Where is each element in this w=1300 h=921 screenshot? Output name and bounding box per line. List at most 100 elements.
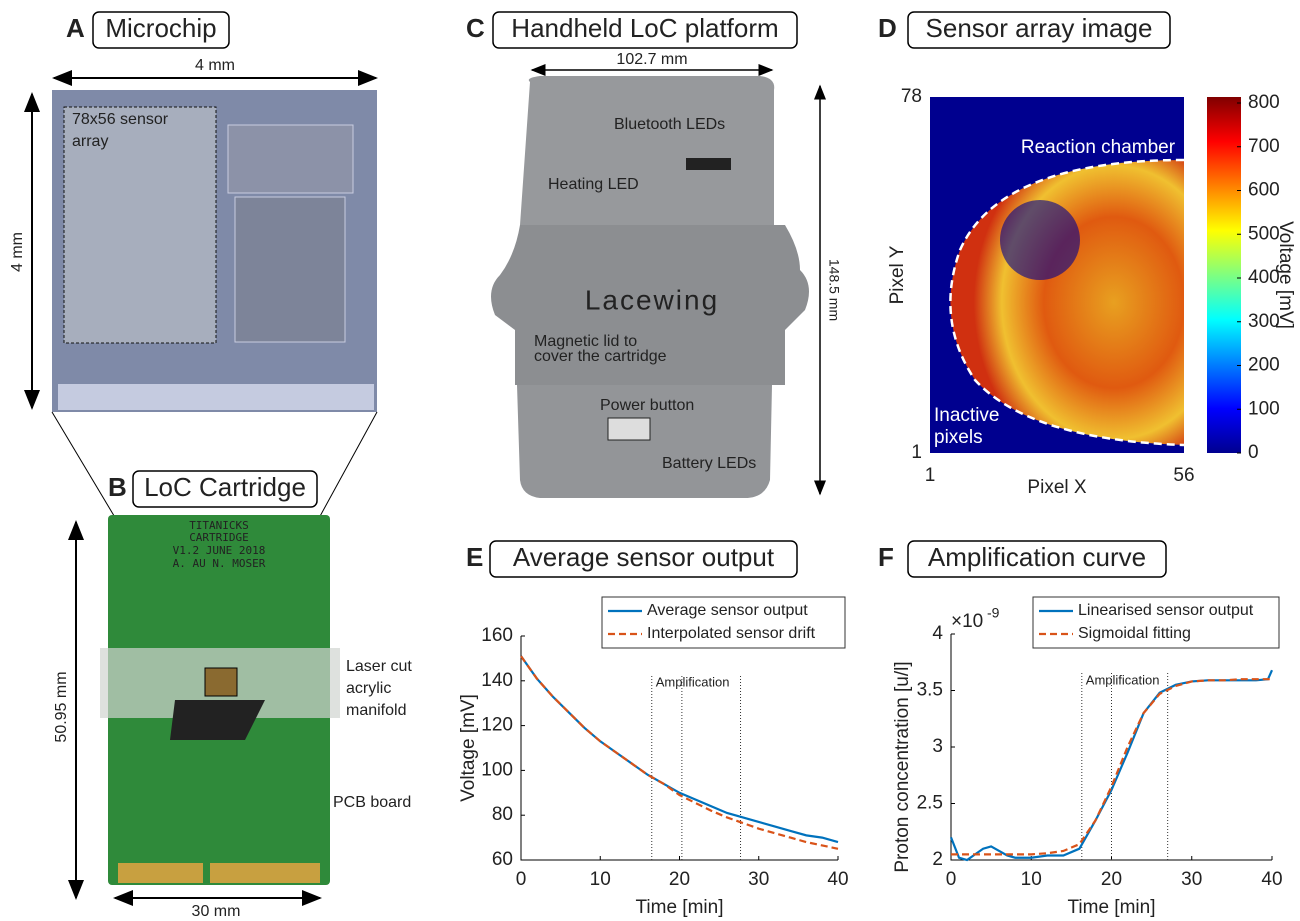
annotation: Power button (600, 397, 694, 414)
colorbar-label: Voltage [mV] (1275, 221, 1296, 329)
x-tick-label: 56 (1173, 465, 1194, 486)
panel-letter: A (66, 13, 85, 43)
axes (950, 634, 1272, 861)
annotation: Inactive (934, 405, 999, 426)
sensor-array (63, 106, 217, 344)
panel-letter: C (466, 13, 485, 43)
y-exponent: -9 (987, 605, 1000, 621)
x-tick-label: 10 (590, 869, 611, 890)
chip-pads (58, 384, 374, 410)
pcb-text: TITANICKS (189, 519, 249, 532)
x-tick-label: 1 (925, 465, 936, 486)
inactive-spot (1000, 200, 1080, 280)
annotation: Amplification (656, 674, 730, 689)
x-tick-label: 10 (1021, 869, 1042, 890)
colorbar-tick-label: 300 (1248, 311, 1280, 332)
panel-title: Handheld LoC platform (511, 13, 778, 43)
device-top (520, 76, 775, 225)
panel-title: LoC Cartridge (144, 472, 306, 502)
x-tick-label: 0 (946, 869, 957, 890)
title-box (907, 540, 1167, 578)
colorbar-tick-label: 400 (1248, 267, 1280, 288)
chip-block (234, 196, 346, 343)
chip-holder (170, 700, 265, 740)
x-tick-label: 40 (827, 869, 848, 890)
panel-letter: F (878, 542, 894, 572)
power-switch (607, 417, 651, 441)
legend-label: Average sensor output (647, 602, 808, 619)
pcb-label: PCB board (333, 794, 411, 811)
array-label: 78x56 sensor (72, 111, 169, 128)
annotation: Battery LEDs (662, 455, 756, 472)
y-tick-label: 78 (901, 86, 922, 107)
dimension-label: 50.95 mm (53, 671, 70, 742)
panel-title: Microchip (105, 13, 216, 43)
annotation: Amplification (1086, 672, 1160, 687)
series-line (949, 669, 1274, 862)
x-tick-label: 30 (748, 869, 769, 890)
dimension-label: 30 mm (192, 903, 241, 920)
y-tick-label: 2.5 (917, 793, 943, 814)
title-box (132, 470, 318, 508)
brand: Lacewing (585, 284, 719, 315)
x-tick-label: 20 (1101, 869, 1122, 890)
edge-connector (118, 863, 203, 883)
title-box (492, 11, 798, 49)
x-tick-label: 20 (669, 869, 690, 890)
y-tick-label: 60 (492, 849, 513, 870)
chip-block (227, 124, 354, 194)
chamber-outline (949, 158, 1185, 447)
device-bottom (517, 385, 772, 498)
y-tick-label: 3.5 (917, 680, 943, 701)
series-line (520, 655, 839, 850)
title-box (907, 11, 1171, 49)
edge-connector (210, 863, 320, 883)
colorbar (1207, 97, 1241, 453)
annotation: Bluetooth LEDs (614, 116, 725, 133)
panel-d: D Sensor array image Reaction chamber In… (878, 11, 1296, 498)
legend-box (1032, 596, 1280, 649)
legend-box (601, 596, 846, 649)
y-tick-label: 1 (911, 442, 922, 463)
panel-b: B LoC Cartridge TITANICKS CARTRIDGE V1.2… (53, 470, 412, 920)
x-tick-label: 40 (1261, 869, 1282, 890)
y-multiplier: ×10 (951, 611, 983, 632)
chart-title: Amplification curve (928, 542, 1146, 572)
annotation: Heating LED (548, 176, 639, 193)
x-axis-label: Pixel X (1027, 477, 1086, 498)
axes (520, 636, 838, 861)
series-line (951, 678, 1272, 856)
manifold-label: acrylic (346, 680, 391, 697)
y-tick-label: 2 (932, 849, 943, 870)
dimension-label: 102.7 mm (616, 51, 687, 68)
device-lid (491, 225, 809, 385)
y-axis-label: Proton concentration [u/l] (892, 661, 913, 872)
panel-title: Sensor array image (926, 13, 1153, 43)
x-tick-label: 0 (516, 869, 527, 890)
annotation: Magnetic lid to (534, 333, 637, 350)
y-axis-label: Pixel Y (887, 245, 908, 304)
panel-letter: B (108, 472, 127, 502)
y-tick-label: 80 (492, 804, 513, 825)
connector (686, 158, 731, 170)
colorbar-tick-label: 100 (1248, 398, 1280, 419)
y-tick-label: 4 (932, 623, 943, 644)
pcb-text: V1.2 JUNE 2018 (173, 544, 266, 557)
panel-letter: E (466, 542, 483, 572)
y-tick-label: 160 (481, 625, 513, 646)
panel-a: A Microchip 4 mm 78x56 sensor array 4 mm (9, 11, 378, 669)
colorbar-tick-label: 800 (1248, 92, 1280, 113)
pcb-text: A. AU N. MOSER (173, 557, 266, 570)
manifold-label: Laser cut (346, 658, 412, 675)
legend-label: Interpolated sensor drift (647, 625, 816, 642)
dimension-label: 4 mm (195, 57, 235, 74)
manifold-label: manifold (346, 702, 406, 719)
panel-letter: D (878, 13, 897, 43)
legend-label: Sigmoidal fitting (1078, 625, 1191, 642)
chart-title: Average sensor output (513, 542, 775, 572)
colorbar-tick-label: 600 (1248, 180, 1280, 201)
legend-label: Linearised sensor output (1078, 602, 1254, 619)
x-axis-label: Time [min] (1068, 897, 1156, 918)
annotation: pixels (934, 427, 983, 448)
